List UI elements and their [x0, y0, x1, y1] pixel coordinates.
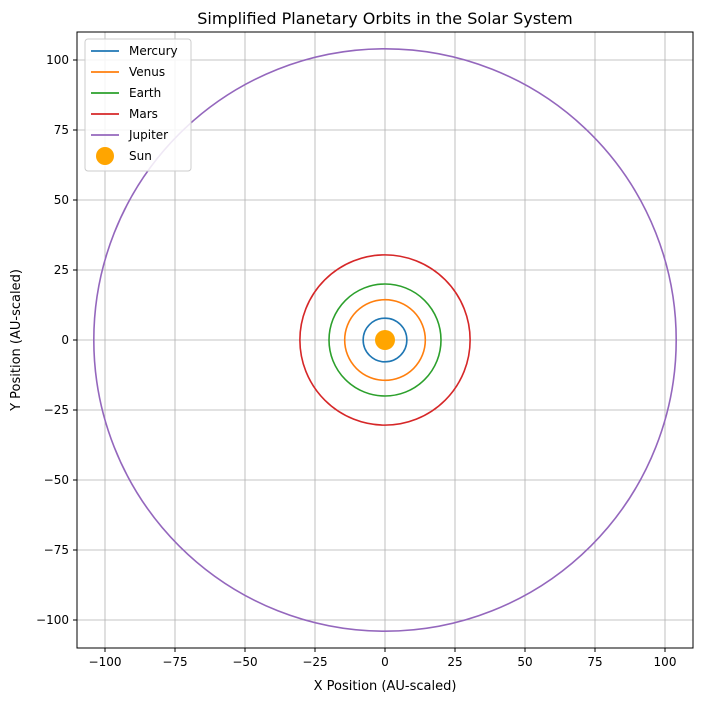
x-axis-label: X Position (AU-scaled): [314, 679, 457, 694]
orbit-venus: [343, 298, 427, 382]
y-tick-label: −75: [44, 543, 69, 557]
chart-title: Simplified Planetary Orbits in the Solar…: [197, 9, 573, 28]
legend: Mercury Venus Earth Mars Jupiter Sun: [84, 38, 192, 172]
x-tick-label: 50: [517, 655, 532, 669]
x-tick-label: −75: [162, 655, 187, 669]
legend-label-sun: Sun: [129, 149, 152, 163]
x-tick-label: −25: [302, 655, 327, 669]
y-tick-label: 50: [54, 193, 69, 207]
legend-label-mars: Mars: [129, 107, 158, 121]
y-tick-label: −50: [44, 473, 69, 487]
x-tick-label: −50: [232, 655, 257, 669]
x-tick-label: 75: [587, 655, 602, 669]
y-tick-label: 75: [54, 123, 69, 137]
y-tick-label: 100: [46, 53, 69, 67]
orbit-earth: [328, 283, 442, 397]
x-tick-label: 0: [381, 655, 389, 669]
y-tick-label: 25: [54, 263, 69, 277]
legend-label-jupiter: Jupiter: [128, 128, 168, 142]
orbit-mercury: [362, 317, 408, 363]
point-sun: [375, 330, 395, 350]
x-tick-label: 100: [654, 655, 677, 669]
x-tick-label: 25: [447, 655, 462, 669]
orbit-mars: [299, 254, 471, 426]
y-tick-label: −25: [44, 403, 69, 417]
y-tick-label: 0: [61, 333, 69, 347]
y-axis-label: Y Position (AU-scaled): [9, 269, 24, 412]
orbit-jupiter: [92, 47, 678, 633]
legend-label-mercury: Mercury: [129, 44, 178, 58]
x-tick-label: −100: [89, 655, 122, 669]
legend-label-earth: Earth: [129, 86, 161, 100]
legend-label-venus: Venus: [129, 65, 165, 79]
y-tick-label: −100: [36, 613, 69, 627]
legend-swatch-sun: [96, 147, 114, 165]
